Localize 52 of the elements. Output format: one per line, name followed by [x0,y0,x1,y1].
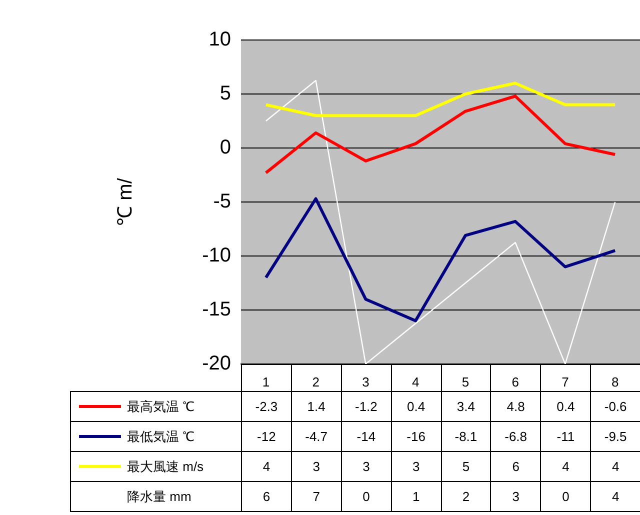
data-label: -8.1 [440,421,492,452]
data-label: 3 [290,451,342,482]
legend-label: 最高気温 ℃ [127,398,195,416]
data-label: -12 [241,421,292,452]
data-label: 3.4 [440,391,492,422]
y-tick-label: -15 [202,298,231,321]
legend-label: 最低気温 ℃ [127,428,195,446]
data-label: -0.6 [590,391,640,422]
x-tick-label: 1 [262,374,270,390]
x-tick-label: 2 [312,374,320,390]
data-label: -1.2 [340,391,392,422]
data-label: 0 [540,481,592,512]
data-label: -16 [390,421,442,452]
data-label: -11 [540,421,592,452]
data-label: -9.5 [590,421,640,452]
x-tick-label: 6 [512,374,519,390]
y-tick-label: 5 [220,82,231,105]
data-label: 1 [390,481,442,512]
x-tick-label: 4 [412,374,420,390]
data-label: 6 [490,451,542,482]
data-label: 0.4 [540,391,592,422]
data-label: 3 [490,481,542,512]
data-label: 2 [440,481,492,512]
y-tick-label: 10 [208,28,231,51]
x-tick-label: 7 [562,374,569,390]
data-label: 3 [390,451,442,482]
y-tick-label: -5 [213,190,231,213]
data-label: 4 [590,481,640,512]
data-label: 4 [241,451,292,482]
y-tick-label: -10 [202,244,231,267]
data-label: -6.8 [490,421,542,452]
data-label: 0.4 [390,391,442,422]
data-label: -14 [340,421,392,452]
data-label: 6 [241,481,292,512]
data-label: 5 [440,451,492,482]
y-tick-label: -20 [202,352,231,375]
legend-label: 最大風速 m/s [127,458,204,476]
y-axis-title: ℃ m/ [114,178,137,226]
text: 降水量 mm [127,488,192,506]
data-label: 3 [340,451,392,482]
data-label: 0 [340,481,392,512]
data-label: 4 [590,451,640,482]
data-label: 4.8 [490,391,542,422]
data-label: 7 [290,481,342,512]
data-label: 1.4 [290,391,342,422]
x-tick-label: 5 [462,374,470,390]
y-tick-label: 0 [220,136,231,159]
x-tick-label: 3 [362,374,370,390]
x-tick-label: 8 [611,374,619,390]
data-label: 4 [540,451,592,482]
data-label: -4.7 [290,421,342,452]
data-label: -2.3 [241,391,292,422]
